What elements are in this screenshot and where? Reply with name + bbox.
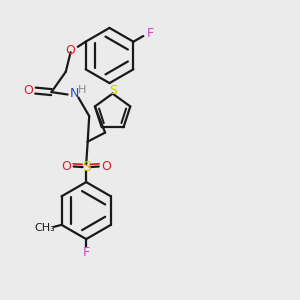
- Text: O: O: [61, 160, 71, 173]
- Text: S: S: [109, 84, 117, 97]
- Text: S: S: [82, 160, 91, 174]
- Text: F: F: [147, 27, 154, 40]
- Text: F: F: [82, 246, 90, 259]
- Text: H: H: [77, 85, 86, 95]
- Text: O: O: [102, 160, 112, 173]
- Text: O: O: [24, 84, 34, 97]
- Text: CH₃: CH₃: [34, 223, 55, 233]
- Text: N: N: [70, 87, 80, 101]
- Text: O: O: [66, 44, 76, 57]
